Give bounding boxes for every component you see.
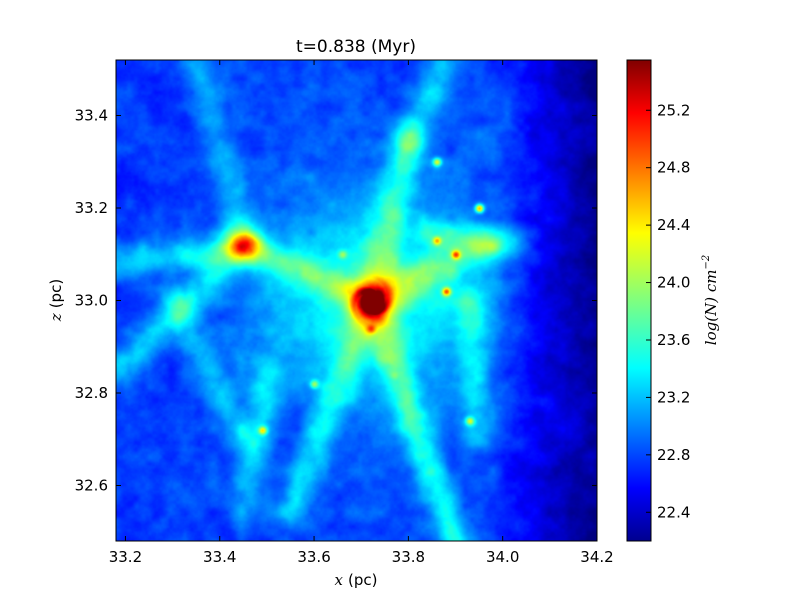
x-tick-label: 33.6 [297,548,330,566]
y-tick-label: 33.2 [75,199,108,217]
x-tick-label: 34.0 [486,548,519,566]
y-tick-label: 32.8 [75,384,108,402]
y-tick-label: 32.6 [75,477,108,495]
y-axis-label-var: z [47,313,65,322]
heatmap-canvas [116,60,597,541]
heatmap-image [116,60,597,541]
colorbar-tick-label: 23.2 [657,388,690,406]
colorbar-tick-label: 24.0 [657,274,690,292]
colorbar-tick-label: 24.8 [657,159,690,177]
colorbar-tick-label: 25.2 [657,101,690,119]
y-axis-label: z (pc) [47,279,65,322]
x-tick-label: 33.4 [203,548,236,566]
x-axis-ticks: 33.2 33.4 33.6 33.8 34.0 34.2 [109,60,614,566]
colorbar-tick-label: 23.6 [657,331,690,349]
y-axis-ticks: 32.6 32.8 33.0 33.2 33.4 [75,107,597,495]
y-tick-label: 33.4 [75,107,108,125]
colorbar-tick-label: 22.4 [657,503,690,521]
colorbar-ticks: 22.4 22.8 23.2 23.6 24.0 24.4 24.8 25.2 [646,101,690,521]
colorbar-label: log(N) cm−2 [701,255,720,345]
chart-title: t=0.838 (Myr) [296,37,416,57]
colorbar-tick-label: 24.4 [657,216,690,234]
x-tick-label: 33.8 [392,548,425,566]
x-axis-label-unit: (pc) [348,571,377,589]
x-tick-label: 34.2 [580,548,613,566]
y-tick-label: 33.0 [75,292,108,310]
x-axis-label: x (pc) [335,571,378,589]
x-tick-label: 33.2 [109,548,142,566]
colorbar-label-main: log(N) cm [702,270,720,346]
colorbar-tick-label: 22.8 [657,446,690,464]
y-axis-label-unit: (pc) [47,279,65,308]
colorbar-label-exp: −2 [701,255,712,270]
colorbar [626,59,652,542]
x-axis-label-var: x [335,571,344,589]
